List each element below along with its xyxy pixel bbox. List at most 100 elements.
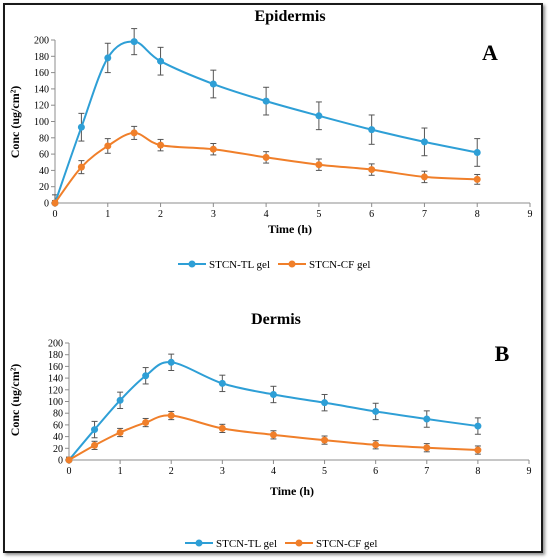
data-point xyxy=(142,419,150,427)
legend-label: STCN-CF gel xyxy=(309,259,370,271)
x-tick-label: 8 xyxy=(475,209,480,220)
y-tick-label: 40 xyxy=(39,166,49,177)
data-point xyxy=(167,358,175,366)
x-tick-label: 0 xyxy=(53,209,58,220)
y-tick-label: 0 xyxy=(58,456,63,467)
data-point xyxy=(423,444,431,452)
x-tick-label: 6 xyxy=(373,466,378,477)
panel-a: Epidermis A Time (h) Conc (ug/cm²) 02040… xyxy=(8,8,533,271)
y-tick-label: 60 xyxy=(39,150,49,161)
data-point xyxy=(157,141,165,149)
data-point xyxy=(116,396,124,404)
y-tick-label: 80 xyxy=(39,133,49,144)
panel-b: Dermis B Time (h) Conc (ug/cm²) 02040608… xyxy=(8,311,532,550)
data-point xyxy=(368,166,376,174)
y-tick-label: 20 xyxy=(53,444,63,455)
data-point xyxy=(218,379,226,387)
y-tick-label: 80 xyxy=(53,409,63,420)
data-point xyxy=(209,145,217,153)
x-tick-label: 9 xyxy=(527,466,532,477)
legend: STCN-TL gel STCN-CF gel xyxy=(178,259,370,271)
x-tick-label: 1 xyxy=(105,209,110,220)
legend-label: STCN-TL gel xyxy=(216,538,277,550)
data-point xyxy=(372,441,380,449)
x-tick-label: 4 xyxy=(264,209,269,220)
y-axis-title: Conc (ug/cm²) xyxy=(8,86,22,159)
data-point xyxy=(321,436,329,444)
data-point xyxy=(104,54,112,62)
data-point xyxy=(218,424,226,432)
x-tick-label: 1 xyxy=(118,466,123,477)
x-tick-label: 6 xyxy=(369,209,374,220)
x-tick-label: 5 xyxy=(322,466,327,477)
data-point xyxy=(269,431,277,439)
x-tick-label: 7 xyxy=(424,466,429,477)
x-tick-label: 0 xyxy=(67,466,72,477)
chart-title: Dermis xyxy=(251,311,301,328)
x-tick-label: 2 xyxy=(158,209,163,220)
data-point xyxy=(372,407,380,415)
legend-label: STCN-TL gel xyxy=(209,259,270,271)
series-line-tl xyxy=(68,361,479,461)
legend-item: STCN-CF gel xyxy=(278,259,370,271)
y-tick-label: 100 xyxy=(34,117,49,128)
data-point xyxy=(209,80,217,88)
data-point xyxy=(65,456,73,464)
panel-label: B xyxy=(495,341,510,366)
x-axis-title: Time (h) xyxy=(268,222,312,236)
data-point xyxy=(157,57,165,65)
x-tick-label: 7 xyxy=(422,209,427,220)
data-point xyxy=(269,390,277,398)
series-line-tl xyxy=(54,40,478,204)
data-point xyxy=(91,441,99,449)
legend-item: STCN-CF gel xyxy=(285,538,377,550)
x-tick-label: 9 xyxy=(528,209,533,220)
y-tick-label: 0 xyxy=(44,199,49,210)
x-tick-label: 4 xyxy=(271,466,276,477)
y-tick-label: 200 xyxy=(48,339,63,350)
x-tick-label: 2 xyxy=(169,466,174,477)
series-line-cf xyxy=(54,131,478,204)
data-point xyxy=(473,148,481,156)
y-tick-label: 180 xyxy=(48,350,63,361)
y-tick-label: 180 xyxy=(34,52,49,63)
data-point xyxy=(130,129,138,137)
y-tick-label: 20 xyxy=(39,182,49,193)
data-point xyxy=(167,412,175,420)
y-tick-label: 160 xyxy=(48,362,63,373)
data-point xyxy=(321,399,329,407)
x-tick-label: 8 xyxy=(475,466,480,477)
chart-title: Epidermis xyxy=(254,8,325,25)
data-point xyxy=(423,415,431,423)
y-tick-label: 120 xyxy=(48,385,63,396)
data-point xyxy=(420,173,428,181)
data-point xyxy=(262,153,270,161)
data-point xyxy=(262,97,270,105)
y-tick-label: 60 xyxy=(53,420,63,431)
y-tick-label: 140 xyxy=(34,84,49,95)
x-tick-label: 3 xyxy=(220,466,225,477)
y-tick-label: 160 xyxy=(34,68,49,79)
legend: STCN-TL gel STCN-CF gel xyxy=(185,538,377,550)
data-point xyxy=(130,38,138,46)
y-tick-label: 200 xyxy=(34,36,49,47)
legend-label: STCN-CF gel xyxy=(316,538,377,550)
data-point xyxy=(315,161,323,169)
legend-item: STCN-TL gel xyxy=(185,538,277,550)
legend-item: STCN-TL gel xyxy=(178,259,270,271)
data-point xyxy=(368,126,376,134)
data-point xyxy=(473,175,481,183)
data-point xyxy=(116,429,124,437)
data-point xyxy=(474,422,482,430)
x-tick-label: 3 xyxy=(211,209,216,220)
data-point xyxy=(77,163,85,171)
data-point xyxy=(91,426,99,434)
data-point xyxy=(104,142,112,150)
y-axis-title: Conc (ug/cm²) xyxy=(8,364,22,437)
data-point xyxy=(315,112,323,120)
y-tick-label: 120 xyxy=(34,101,49,112)
data-point xyxy=(474,446,482,454)
